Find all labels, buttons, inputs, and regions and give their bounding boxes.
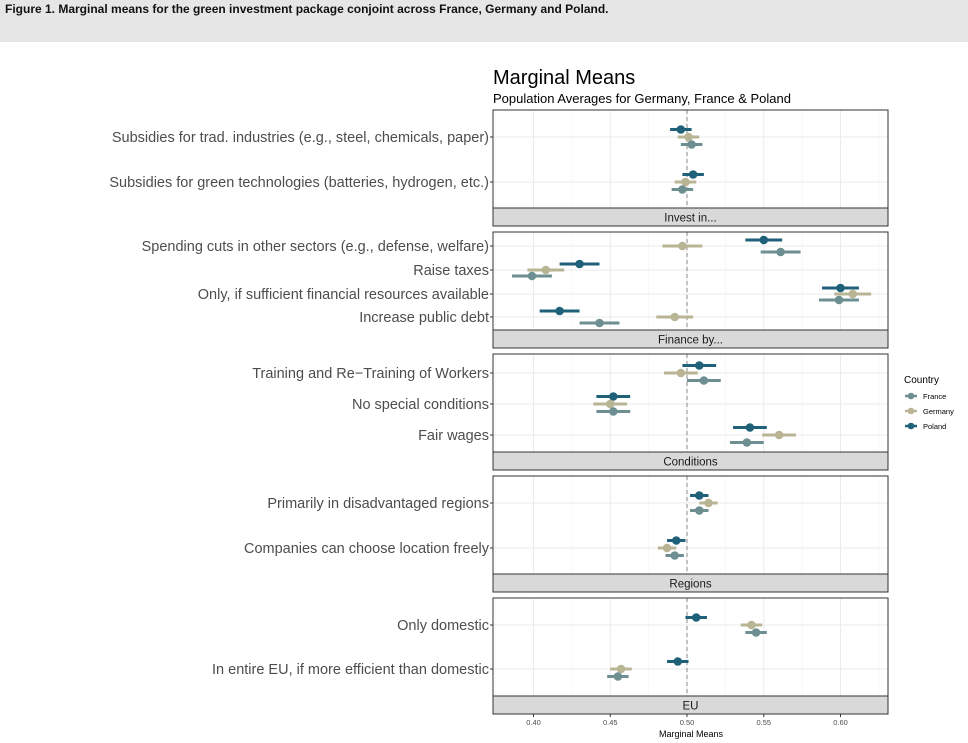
point-france [527,271,537,281]
level-label: No special conditions [352,397,489,413]
point-france [687,140,696,149]
point-poland [555,306,564,316]
point-germany [848,289,858,299]
legend-key-point-france [907,392,915,400]
point-poland [671,536,681,545]
legend-title: Country [904,375,939,386]
level-label: Primarily in disadvantaged regions [267,496,489,512]
level-label: Increase public debt [359,310,489,326]
strip-background [492,207,889,227]
point-france [613,672,623,681]
legend: Country France Germany Poland [904,375,954,431]
point-france [776,247,785,257]
point-poland [676,125,686,134]
strip-background [492,329,889,349]
legend-label-germany: Germany [923,407,954,416]
level-label: Fair wages [418,428,489,444]
point-germany [681,177,690,187]
point-france [751,628,761,637]
x-tick-label: 0.50 [680,718,695,727]
facet-panel-eu: Only domestic In entire EU, if more effic… [212,597,889,715]
facet-panel-regions: Primarily in disadvantaged regions Compan… [244,475,889,593]
legend-key-point-poland [907,422,915,430]
point-poland [575,259,584,269]
point-france [609,407,618,416]
chart-subtitle: Population Averages for Germany, France … [493,91,791,106]
point-france [742,438,752,447]
legend-label-poland: Poland [923,422,946,431]
point-france [670,551,680,560]
strip-label: Regions [669,579,711,591]
level-label: Companies can choose location freely [244,541,490,557]
facet-panel-conditions: Training and Re−Training of Workers No sp… [252,353,889,471]
strip-background [492,573,889,593]
point-poland [694,361,704,370]
level-label: Raise taxes [413,263,489,279]
panel-background [493,354,888,452]
strip-label: EU [683,701,699,713]
panel-background [493,598,888,696]
point-germany [670,312,680,322]
x-axis-label: Marginal Means [659,729,724,739]
level-label: Only, if sufficient financial resources … [198,287,489,303]
point-germany [605,399,615,409]
point-germany [774,430,784,440]
panel-background [493,110,888,208]
facet-panel-finance-by: Spending cuts in other sectors (e.g., de… [142,231,889,349]
legend-label-france: France [923,392,946,401]
level-label: Only domestic [397,618,489,634]
point-germany [704,498,713,508]
strip-label: Invest in... [664,213,716,225]
panel-background [493,476,888,574]
level-label: Training and Re−Training of Workers [252,366,489,382]
point-germany [662,543,672,553]
x-tick-label: 0.40 [526,718,541,727]
point-germany [616,664,626,674]
facet-panel-invest-in: Subsidies for trad. industries (e.g., st… [109,109,889,227]
point-germany [684,132,693,142]
point-germany [747,620,756,630]
point-poland [688,170,698,179]
x-tick-label: 0.45 [603,718,618,727]
point-germany [676,368,686,378]
point-poland [609,392,618,401]
point-france [678,185,687,194]
x-tick-label: 0.60 [833,718,848,727]
point-poland [691,613,701,622]
point-france [595,318,604,328]
legend-key-point-germany [907,407,915,415]
point-poland [759,235,769,245]
figure-caption: Figure 1. Marginal means for the green i… [5,2,609,16]
level-label: Spending cuts in other sectors (e.g., de… [142,239,489,255]
point-france [834,295,844,305]
strip-label: Finance by... [658,335,723,347]
point-germany [678,241,687,251]
point-poland [673,657,683,666]
strip-label: Conditions [663,457,718,469]
x-tick-label: 0.55 [756,718,771,727]
point-france [699,376,709,385]
chart-title: Marginal Means [493,67,635,89]
point-poland [694,491,704,500]
strip-background [492,451,889,471]
strip-background [492,695,889,715]
point-france [694,506,704,515]
point-germany [541,265,551,275]
level-label: Subsidies for trad. industries (e.g., st… [112,130,489,146]
level-label: In entire EU, if more efficient than dom… [212,662,489,678]
x-axis: 0.40 0.45 0.50 0.55 0.60 [526,714,848,727]
facet-panels: Subsidies for trad. industries (e.g., st… [109,109,889,715]
figure-header: Figure 1. Marginal means for the green i… [0,0,968,42]
point-poland [836,283,845,293]
level-label: Subsidies for green technologies (batter… [109,175,489,191]
point-poland [745,423,755,432]
